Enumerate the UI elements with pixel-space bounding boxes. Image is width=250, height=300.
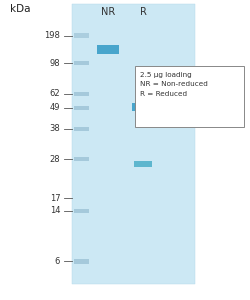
FancyBboxPatch shape xyxy=(74,106,89,110)
Text: R: R xyxy=(139,7,146,16)
FancyBboxPatch shape xyxy=(134,67,243,128)
FancyBboxPatch shape xyxy=(132,103,153,111)
Text: NR: NR xyxy=(100,7,114,16)
Text: 2.5 μg loading
NR = Non-reduced
R = Reduced: 2.5 μg loading NR = Non-reduced R = Redu… xyxy=(139,72,207,97)
FancyBboxPatch shape xyxy=(74,209,89,213)
Text: 62: 62 xyxy=(50,89,60,98)
Text: 6: 6 xyxy=(55,257,60,266)
Text: kDa: kDa xyxy=(10,4,30,14)
FancyBboxPatch shape xyxy=(133,160,152,166)
Text: 198: 198 xyxy=(44,31,60,40)
FancyBboxPatch shape xyxy=(97,45,118,54)
FancyBboxPatch shape xyxy=(74,61,89,65)
Text: 14: 14 xyxy=(50,206,60,215)
Text: 38: 38 xyxy=(49,124,60,133)
FancyBboxPatch shape xyxy=(74,33,89,38)
FancyBboxPatch shape xyxy=(71,4,194,284)
Text: 17: 17 xyxy=(50,194,60,203)
FancyBboxPatch shape xyxy=(74,259,89,264)
FancyBboxPatch shape xyxy=(74,157,89,161)
Text: 28: 28 xyxy=(50,155,60,164)
Text: 98: 98 xyxy=(50,58,60,68)
Text: 49: 49 xyxy=(50,103,60,112)
FancyBboxPatch shape xyxy=(74,127,89,131)
FancyBboxPatch shape xyxy=(74,92,89,96)
